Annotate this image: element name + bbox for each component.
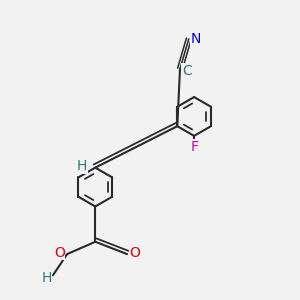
Text: H: H <box>77 159 87 173</box>
Text: F: F <box>191 140 199 154</box>
Text: O: O <box>129 246 140 260</box>
Text: C: C <box>182 64 192 78</box>
Text: H: H <box>41 271 52 285</box>
Text: N: N <box>191 32 201 46</box>
Text: O: O <box>54 246 65 260</box>
